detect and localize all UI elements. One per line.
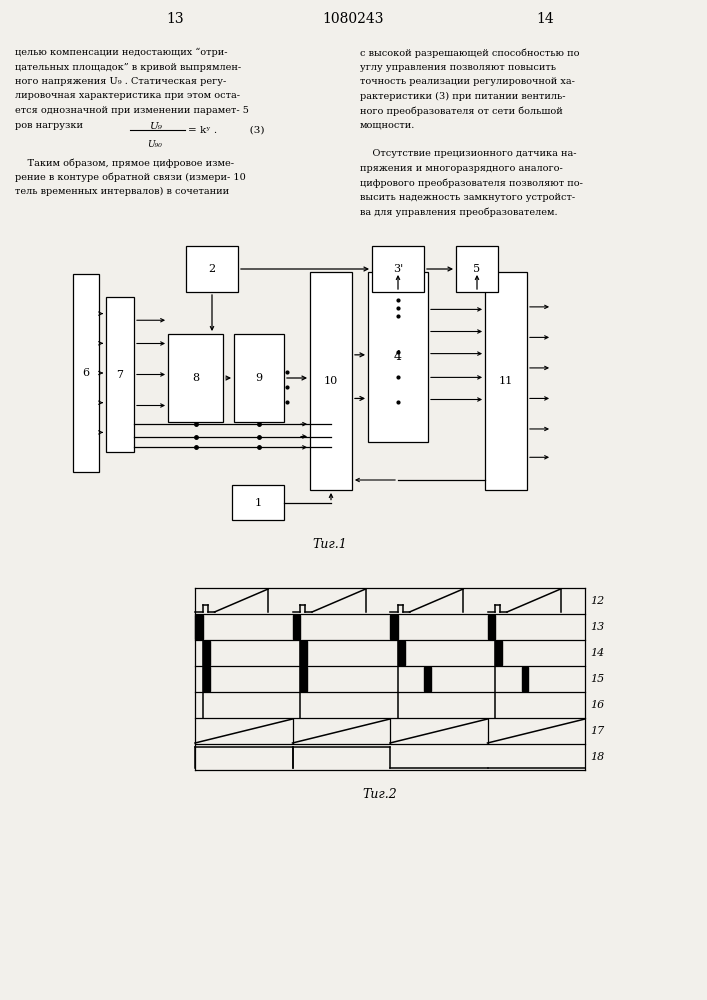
Text: = kʸ .          (3): = kʸ . (3)	[188, 126, 264, 135]
Bar	[456, 246, 498, 292]
Bar	[186, 246, 238, 292]
Bar	[368, 272, 428, 442]
Text: U₉₀: U₉₀	[148, 140, 163, 149]
Text: рактеристики (3) при питании вентиль-: рактеристики (3) при питании вентиль-	[360, 92, 566, 101]
Text: 11: 11	[499, 376, 513, 386]
Text: U₉: U₉	[148, 122, 161, 131]
Text: ного преобразователя от сети большой: ного преобразователя от сети большой	[360, 106, 563, 115]
Bar	[398, 641, 404, 665]
Text: Τиг.2: Τиг.2	[363, 788, 397, 801]
Text: 16: 16	[590, 700, 604, 710]
Text: 4: 4	[394, 351, 402, 363]
Text: 13: 13	[166, 12, 184, 26]
Text: 3': 3'	[393, 264, 403, 274]
Bar	[424, 667, 431, 691]
Text: 2: 2	[209, 264, 216, 274]
Text: 12: 12	[590, 596, 604, 606]
Text: тель временных интервалов) в сочетании: тель временных интервалов) в сочетании	[15, 187, 229, 196]
Bar	[488, 615, 496, 639]
Bar	[234, 334, 284, 422]
Bar	[232, 485, 284, 520]
Text: ется однозначной при изменении парамет- 5: ется однозначной при изменении парамет- …	[15, 106, 249, 115]
Bar	[300, 667, 307, 691]
Text: Таким образом, прямое цифровое изме-: Таким образом, прямое цифровое изме-	[15, 158, 234, 167]
Text: рение в контуре обратной связи (измери- 10: рение в контуре обратной связи (измери- …	[15, 172, 246, 182]
Bar	[522, 667, 528, 691]
Text: 14: 14	[536, 12, 554, 26]
Bar	[293, 615, 300, 639]
Bar	[203, 667, 209, 691]
Bar	[203, 641, 209, 665]
Text: 8: 8	[192, 373, 199, 383]
Text: 1: 1	[255, 497, 262, 508]
Bar	[73, 274, 99, 472]
Text: 15: 15	[590, 674, 604, 684]
Text: 7: 7	[117, 369, 124, 379]
Text: ного напряжения U₉ . Статическая регу-: ного напряжения U₉ . Статическая регу-	[15, 77, 226, 86]
Bar	[300, 641, 307, 665]
Text: высить надежность замкнутого устройст-: высить надежность замкнутого устройст-	[360, 193, 575, 202]
Text: цифрового преобразователя позволяют по-: цифрового преобразователя позволяют по-	[360, 178, 583, 188]
Text: с высокой разрешающей способностью по: с высокой разрешающей способностью по	[360, 48, 580, 57]
Text: 13: 13	[590, 622, 604, 632]
Bar	[195, 615, 203, 639]
Text: цательных площадок” в кривой выпрямлен-: цательных площадок” в кривой выпрямлен-	[15, 62, 241, 72]
Text: пряжения и многоразрядного аналого-: пряжения и многоразрядного аналого-	[360, 164, 563, 173]
Text: Отсутствие прецизионного датчика на-: Отсутствие прецизионного датчика на-	[360, 149, 576, 158]
Text: 6: 6	[83, 368, 90, 378]
Text: мощности.: мощности.	[360, 120, 416, 129]
Bar	[496, 641, 502, 665]
Text: 9: 9	[255, 373, 262, 383]
Text: углу управления позволяют повысить: углу управления позволяют повысить	[360, 62, 556, 72]
Text: 14: 14	[590, 648, 604, 658]
Text: целью компенсации недостающих “отри-: целью компенсации недостающих “отри-	[15, 48, 228, 57]
Bar	[485, 272, 527, 490]
Text: 10: 10	[324, 376, 338, 386]
Text: Τиг.1: Τиг.1	[312, 538, 347, 551]
Text: ров нагрузки: ров нагрузки	[15, 120, 83, 129]
Bar	[372, 246, 424, 292]
Bar	[310, 272, 352, 490]
Bar	[106, 297, 134, 452]
Bar	[168, 334, 223, 422]
Bar	[390, 615, 398, 639]
Text: лировочная характеристика при этом оста-: лировочная характеристика при этом оста-	[15, 92, 240, 101]
Text: 18: 18	[590, 752, 604, 762]
Text: ва для управления преобразователем.: ва для управления преобразователем.	[360, 208, 558, 217]
Text: 1080243: 1080243	[322, 12, 384, 26]
Text: 17: 17	[590, 726, 604, 736]
Text: точность реализации регулировочной ха-: точность реализации регулировочной ха-	[360, 77, 575, 86]
Text: 5: 5	[474, 264, 481, 274]
